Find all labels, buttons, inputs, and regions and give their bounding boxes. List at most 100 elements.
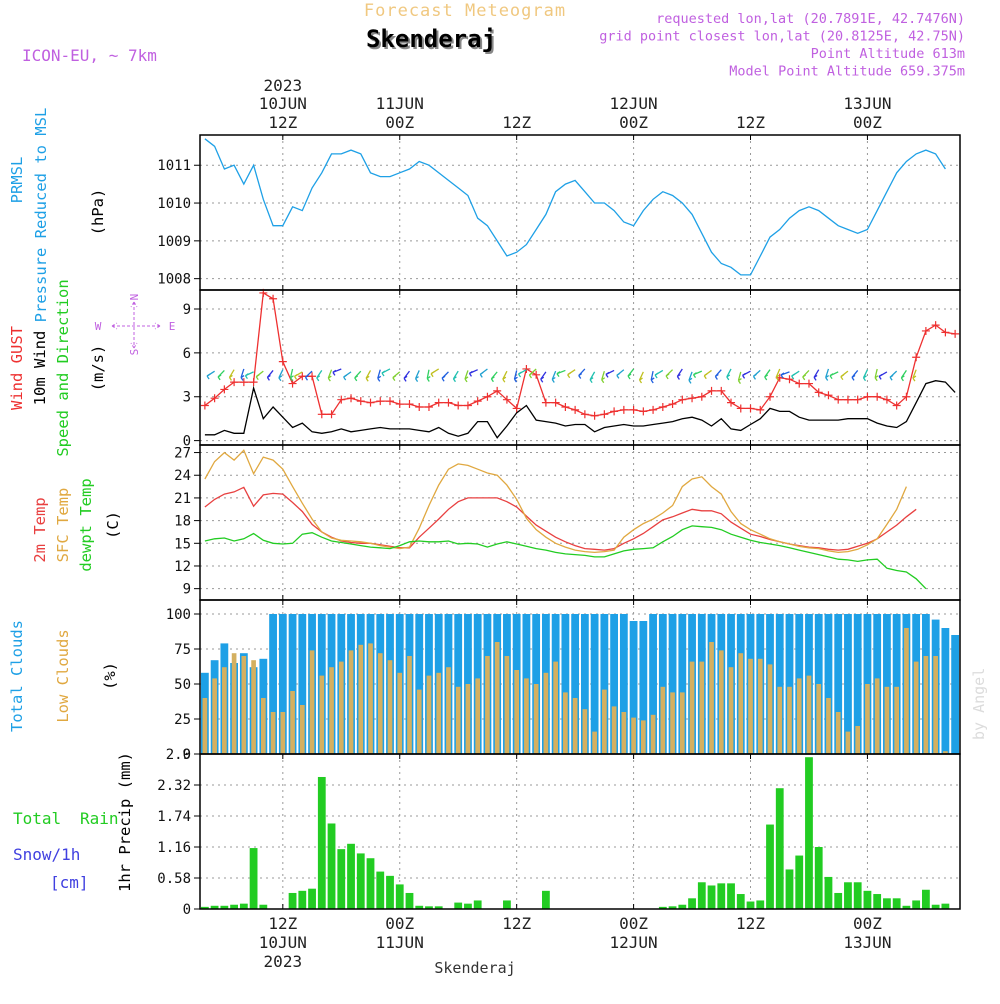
precip-bar xyxy=(775,788,784,909)
station-title: Skenderaj xyxy=(366,25,496,53)
precip-bar xyxy=(912,900,921,909)
y-tick-label: 9 xyxy=(183,582,191,598)
gust-point-marker xyxy=(600,410,609,419)
precip-label-rain: Rain xyxy=(80,809,119,828)
gust-point-marker xyxy=(746,404,755,413)
total-cloud-bar xyxy=(649,614,657,754)
wind-direction-arrow xyxy=(426,369,430,379)
y-tick-label: 2.9 xyxy=(166,747,191,763)
precip-bar xyxy=(863,890,872,909)
wind-direction-arrow xyxy=(912,369,917,379)
wind-arrow-head xyxy=(540,376,545,383)
bottom-hour-label: 12Z xyxy=(502,914,531,933)
precip-unit: 1hr Precip (mm) xyxy=(116,752,134,892)
wind-arrow-head xyxy=(829,373,834,380)
wind-label-direction: Speed and Direction xyxy=(54,279,72,456)
gust-point-marker xyxy=(405,400,414,409)
wind-arrow-head xyxy=(551,376,556,383)
precip-bar xyxy=(941,903,950,909)
wind-arrow-head xyxy=(468,370,473,377)
info-line-2: grid point closest lon,lat (20.8125E, 42… xyxy=(599,29,965,45)
wind-arrow-head xyxy=(278,375,283,382)
wind-unit: (m/s) xyxy=(89,345,107,392)
wind-arrow-head xyxy=(567,372,572,379)
gust-point-marker xyxy=(571,405,580,414)
low-cloud-bar xyxy=(446,667,451,754)
total-cloud-bar xyxy=(775,614,784,754)
low-cloud-bar xyxy=(494,642,500,754)
bottom-hour-label: 00Z xyxy=(853,914,882,933)
gust-point-marker xyxy=(610,407,619,416)
gust-point-marker xyxy=(736,404,745,413)
precip-bar xyxy=(405,892,414,909)
wind-arrow-head xyxy=(266,374,271,381)
wind-arrow-head xyxy=(528,372,533,379)
precip-bar xyxy=(931,904,940,909)
low-cloud-bar xyxy=(582,709,588,754)
precip-bar xyxy=(503,900,511,909)
precip-bar xyxy=(853,882,862,909)
low-cloud-bar xyxy=(718,650,724,754)
low-cloud-bar xyxy=(563,692,568,754)
gust-point-marker xyxy=(804,379,813,388)
y-tick-label: 0.58 xyxy=(157,871,191,887)
low-cloud-bar xyxy=(728,667,734,754)
wind-arrow-head xyxy=(441,375,446,382)
low-cloud-bar xyxy=(368,643,373,754)
series-line-sfc-temp xyxy=(204,449,907,554)
low-cloud-bar xyxy=(329,667,334,754)
total-cloud-bar xyxy=(590,614,599,754)
wind-arrow-head xyxy=(874,375,879,382)
gust-point-marker xyxy=(434,398,443,407)
gust-point-marker xyxy=(337,395,346,404)
watermark: by Angel xyxy=(970,668,988,740)
wind-arrow-head xyxy=(802,374,807,381)
gust-point-marker xyxy=(678,395,687,404)
top-date-label: 10JUN xyxy=(259,94,307,113)
low-cloud-bar xyxy=(397,672,403,754)
low-cloud-bar xyxy=(514,670,520,754)
total-cloud-bar xyxy=(785,614,794,754)
gust-point-marker xyxy=(532,370,541,379)
low-cloud-bar xyxy=(767,664,773,754)
gust-point-marker xyxy=(551,398,560,407)
y-tick-label: 0 xyxy=(183,902,191,918)
low-cloud-bar xyxy=(553,661,558,754)
series-line-10m-wind xyxy=(204,380,956,439)
wind-arrow-head xyxy=(206,373,211,380)
wind-arrow-head xyxy=(479,371,484,378)
low-cloud-bar xyxy=(660,686,666,754)
gust-point-marker xyxy=(200,401,209,410)
low-cloud-bar xyxy=(640,720,646,754)
gust-point-marker xyxy=(785,375,794,384)
low-cloud-bar xyxy=(709,642,714,754)
low-cloud-bar xyxy=(631,717,636,754)
bottom-date-label: 10JUN xyxy=(259,933,307,952)
low-cloud-bar xyxy=(309,650,315,754)
total-cloud-bar xyxy=(824,614,833,754)
gust-point-marker xyxy=(824,391,833,400)
total-cloud-bar xyxy=(853,614,862,754)
gust-point-marker xyxy=(912,353,921,362)
wind-arrow-head xyxy=(228,374,233,381)
total-cloud-bar xyxy=(639,621,648,754)
y-tick-label: 21 xyxy=(174,491,191,507)
wind-direction-arrow xyxy=(737,371,742,381)
y-tick-label: 100 xyxy=(166,607,191,623)
wind-arrow-head xyxy=(825,374,830,381)
precip-bar xyxy=(249,848,258,909)
low-cloud-bar xyxy=(816,684,822,754)
gust-point-marker xyxy=(347,394,356,403)
gust-point-marker xyxy=(834,395,843,404)
total-cloud-bar xyxy=(668,614,677,754)
wind-arrow-head xyxy=(589,377,594,384)
low-cloud-bar xyxy=(299,705,305,754)
low-cloud-bar xyxy=(894,686,900,754)
precip-bar xyxy=(785,869,794,909)
wind-arrow-head xyxy=(293,373,298,380)
precip-bar xyxy=(473,900,482,909)
total-cloud-bar xyxy=(834,614,843,754)
precip-bar xyxy=(376,871,385,909)
gust-point-marker xyxy=(756,405,765,414)
